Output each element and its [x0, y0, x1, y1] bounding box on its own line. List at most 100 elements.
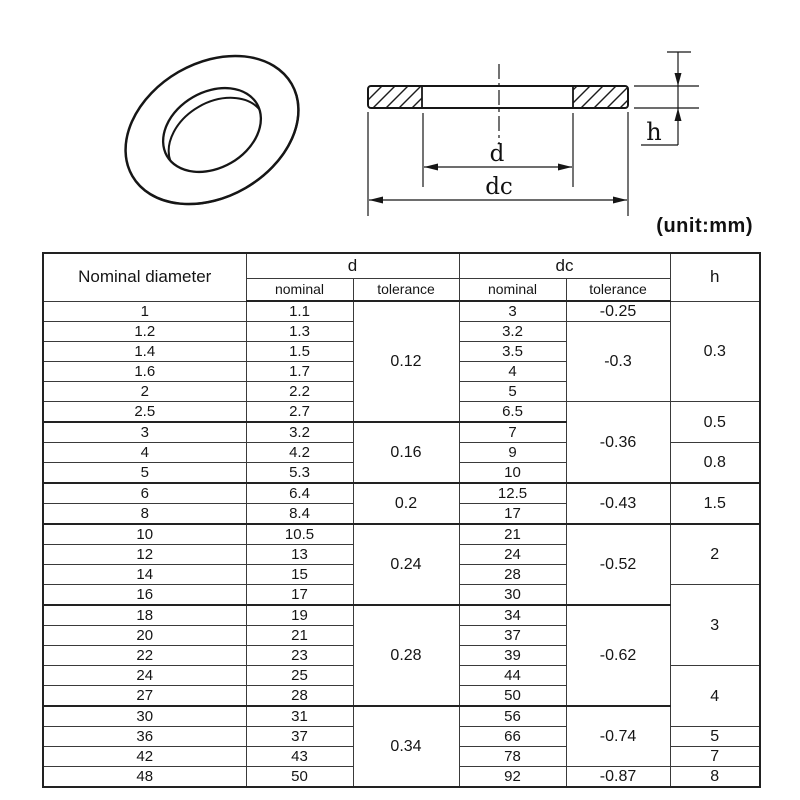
cell-nominal-diameter: 36: [42, 726, 247, 747]
cell-dc-nominal: 6.5: [458, 401, 567, 423]
cell-dc-nominal: 21: [458, 523, 567, 545]
cell-nominal-diameter: 8: [42, 503, 247, 525]
table-row: 5 5.3 10: [42, 462, 760, 484]
cell-nominal-diameter: 12: [42, 544, 247, 565]
cell-d-nominal: 1.1: [245, 300, 354, 322]
table-row: 20 21 37: [42, 625, 760, 646]
cell-dc-nominal: 3: [458, 300, 567, 322]
table-row: 14 15 28: [42, 564, 760, 585]
washer-top-view: [124, 54, 300, 206]
cell-d-nominal: 6.4: [245, 482, 354, 504]
table-row: 16 17 30 3: [42, 584, 761, 666]
cell-dc-nominal: 37: [458, 625, 567, 646]
cell-d-nominal: 43: [245, 746, 354, 767]
table-row: 3 3.2 0.16 7: [42, 421, 760, 484]
cell-dc-nominal: 17: [458, 503, 567, 525]
cell-h: 1.5: [669, 482, 761, 525]
cell-dc-nominal: 5: [458, 381, 567, 402]
cell-nominal-diameter: 10: [42, 523, 247, 545]
cell-dc-tolerance: -0.25: [565, 300, 671, 322]
cell-d-nominal: 2.7: [245, 401, 354, 423]
header-dc: dc: [458, 252, 671, 279]
header-nominal-diameter: Nominal diameter: [42, 252, 247, 302]
cell-d-tolerance: 0.16: [352, 421, 460, 484]
cell-d-nominal: 31: [245, 705, 354, 727]
header-h: h: [669, 252, 761, 302]
cell-dc-nominal: 78: [458, 746, 567, 767]
cell-nominal-diameter: 18: [42, 604, 247, 626]
cell-d-nominal: 10.5: [245, 523, 354, 545]
technical-drawing: d dc h: [124, 51, 699, 216]
table-row: 18 19 0.28 34 -0.62: [42, 604, 760, 707]
header-d-nominal: nominal: [245, 277, 354, 302]
table-row: 30 31 0.34 56 -0.74: [42, 705, 760, 788]
table-row: 1 1.1 0.12 3 -0.25 0.3: [42, 300, 761, 423]
cell-d-nominal: 4.2: [245, 442, 354, 463]
washer-thickness-edge: [135, 89, 300, 206]
cell-d-nominal: 37: [245, 726, 354, 747]
table-row: 2 2.2 5: [42, 381, 760, 402]
cell-d-nominal: 1.7: [245, 361, 354, 382]
cell-nominal-diameter: 2: [42, 381, 247, 402]
table-row: 42 43 78 7: [42, 746, 761, 767]
cell-nominal-diameter: 24: [42, 665, 247, 686]
arrowhead: [369, 196, 383, 204]
cell-dc-nominal: 7: [458, 421, 567, 443]
cell-h: 4: [669, 665, 761, 727]
cell-nominal-diameter: 1.6: [42, 361, 247, 382]
cell-h: 0.8: [669, 442, 761, 484]
cell-dc-nominal: 3.5: [458, 341, 567, 362]
cell-d-nominal: 28: [245, 685, 354, 707]
washer-outer-edge: [124, 54, 300, 206]
cell-dc-nominal: 12.5: [458, 482, 567, 504]
cell-nominal-diameter: 5: [42, 462, 247, 484]
cell-dc-tolerance: -0.36: [565, 401, 671, 484]
header-dc-nominal: nominal: [458, 277, 567, 302]
cell-nominal-diameter: 6: [42, 482, 247, 504]
header-d: d: [245, 252, 460, 279]
cell-dc-nominal: 24: [458, 544, 567, 565]
table-row: 48 50 92 -0.87 8: [42, 766, 761, 788]
arrowhead: [424, 163, 438, 171]
cell-dc-nominal: 66: [458, 726, 567, 747]
cell-nominal-diameter: 30: [42, 705, 247, 727]
arrowhead: [613, 196, 627, 204]
cell-nominal-diameter: 1.4: [42, 341, 247, 362]
cell-nominal-diameter: 3: [42, 421, 247, 443]
cell-d-nominal: 13: [245, 544, 354, 565]
table-row: 2.5 2.7 6.5 -0.36 0.5: [42, 401, 761, 484]
cell-h: 8: [669, 766, 761, 788]
unit-note: (unit:mm): [656, 215, 753, 237]
cell-nominal-diameter: 1: [42, 300, 247, 322]
cell-d-tolerance: 0.34: [352, 705, 460, 788]
cell-dc-nominal: 56: [458, 705, 567, 727]
cell-h: 2: [669, 523, 761, 585]
cell-nominal-diameter: 27: [42, 685, 247, 707]
cell-dc-tolerance: -0.62: [565, 604, 671, 707]
arrowhead: [558, 163, 572, 171]
table-row: 6 6.4 0.2 12.5 -0.43 1.5: [42, 482, 761, 525]
table-row: 4 4.2 9 0.8: [42, 442, 761, 484]
cell-dc-nominal: 3.2: [458, 321, 567, 342]
cell-d-nominal: 23: [245, 645, 354, 666]
cell-nominal-diameter: 4: [42, 442, 247, 463]
table-row: 24 25 44 4: [42, 665, 761, 727]
cell-dc-nominal: 92: [458, 766, 567, 788]
cell-dc-tolerance: -0.74: [565, 705, 671, 767]
cell-dc-nominal: 9: [458, 442, 567, 463]
cell-d-tolerance: 0.24: [352, 523, 460, 606]
cell-h: 0.3: [669, 300, 761, 402]
cell-nominal-diameter: 20: [42, 625, 247, 646]
cell-d-tolerance: 0.28: [352, 604, 460, 707]
cell-nominal-diameter: 16: [42, 584, 247, 606]
section-right-hatch: [573, 87, 627, 107]
cell-d-nominal: 50: [245, 766, 354, 788]
cell-h: 7: [669, 746, 761, 767]
cell-d-nominal: 25: [245, 665, 354, 686]
cell-d-nominal: 21: [245, 625, 354, 646]
cell-dc-nominal: 10: [458, 462, 567, 484]
cell-nominal-diameter: 2.5: [42, 401, 247, 423]
cell-d-nominal: 2.2: [245, 381, 354, 402]
dc-label: dc: [485, 174, 513, 200]
cell-dc-nominal: 28: [458, 564, 567, 585]
